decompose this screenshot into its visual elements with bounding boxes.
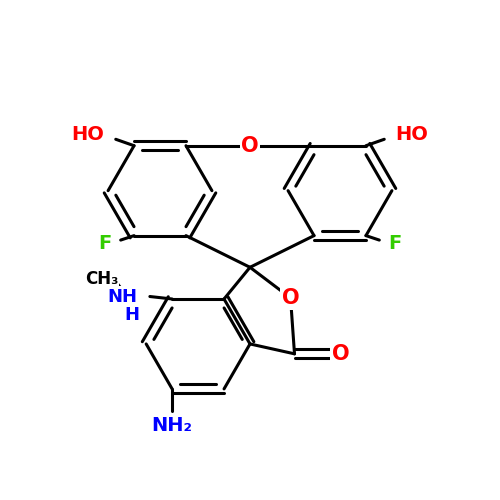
Text: H: H xyxy=(124,306,139,324)
Text: NH₂: NH₂ xyxy=(152,416,192,434)
Text: O: O xyxy=(332,344,350,364)
Text: F: F xyxy=(388,234,402,252)
Text: HO: HO xyxy=(72,125,104,144)
Text: F: F xyxy=(98,234,112,252)
Text: O: O xyxy=(282,288,300,308)
Text: O: O xyxy=(241,136,259,156)
Text: NH: NH xyxy=(108,288,138,306)
Text: CH₃: CH₃ xyxy=(85,270,118,288)
Text: HO: HO xyxy=(396,125,428,144)
